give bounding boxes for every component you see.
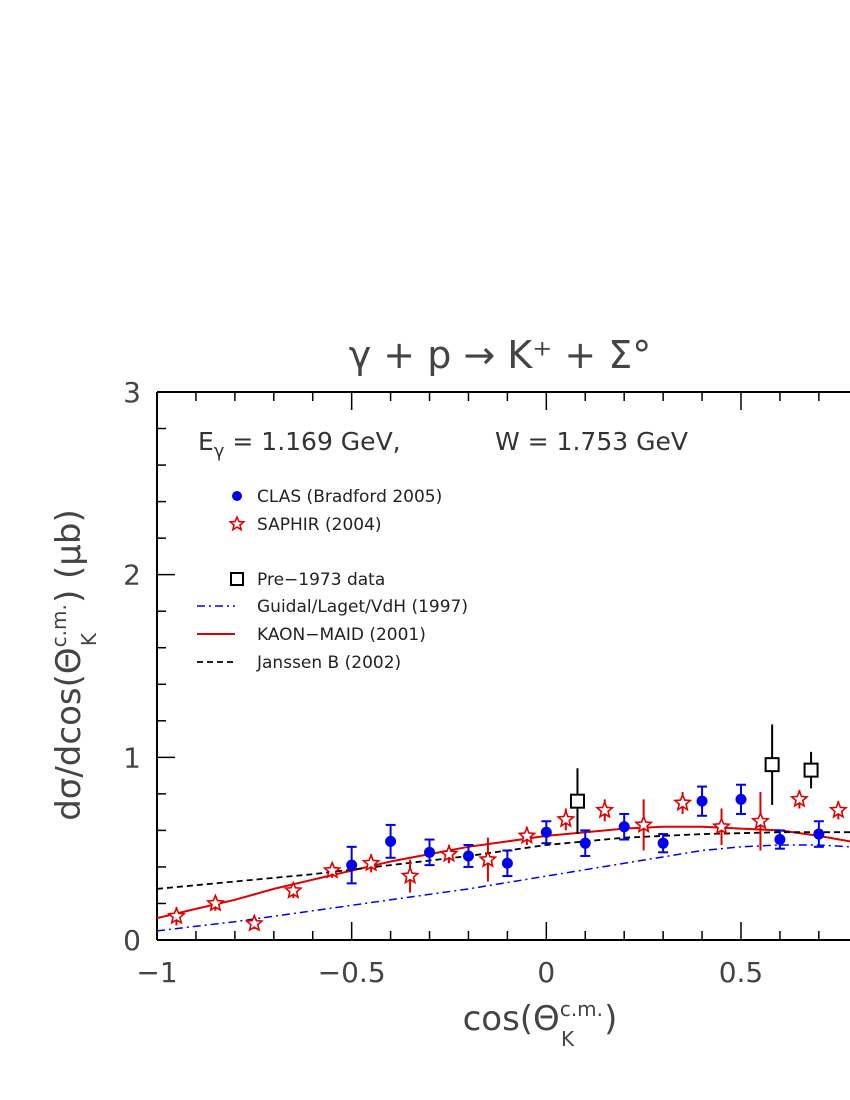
point-s1-2 xyxy=(244,913,264,932)
model-curves xyxy=(157,825,850,932)
x-tick-label: 0 xyxy=(537,956,555,989)
point-s0-1 xyxy=(385,835,397,847)
data-points xyxy=(166,724,848,932)
x-tick-label: −0.5 xyxy=(318,956,386,989)
annotation-e-value: = 1.169 GeV, xyxy=(224,427,400,456)
x-label-close: ) xyxy=(604,999,617,1039)
point-s0-8 xyxy=(657,837,669,849)
y-label-base: dσ/dcos(Θ xyxy=(49,647,89,820)
legend: CLAS (Bradford 2005) SAPHIR (2004) Pre−197… xyxy=(197,487,468,673)
point-s0-6 xyxy=(579,837,591,849)
point-s1-14 xyxy=(711,816,732,835)
annotation-e-symbol: E xyxy=(198,427,214,456)
curve-0 xyxy=(157,844,850,932)
point-s1-0 xyxy=(166,906,187,925)
x-label-base: cos(Θ xyxy=(463,999,560,1039)
point-s1-13 xyxy=(673,792,693,812)
point-s0-2 xyxy=(424,846,436,858)
y-label-close: ) (μb) xyxy=(49,509,89,603)
point-s1-7 xyxy=(439,843,459,863)
y-tick-label: 3 xyxy=(123,376,141,409)
y-label-sub: K xyxy=(77,632,101,646)
point-s1-3 xyxy=(283,880,303,899)
point-s0-5 xyxy=(540,826,552,838)
point-s1-16 xyxy=(789,789,809,808)
point-s0-0 xyxy=(346,859,358,871)
x-tick-label: −1 xyxy=(136,956,177,989)
point-s0-12 xyxy=(813,828,825,840)
legend-label-2: Pre−1973 data xyxy=(257,570,385,590)
point-s1-5 xyxy=(361,853,381,872)
x-label-sup: c.m. xyxy=(560,997,603,1021)
x-label-sub: K xyxy=(561,1027,575,1051)
point-s1-10 xyxy=(556,809,576,828)
legend-label-5: Janssen B (2002) xyxy=(256,653,401,673)
y-tick-label: 0 xyxy=(123,924,141,957)
x-tick-label: 0.5 xyxy=(719,956,764,989)
point-s2-1 xyxy=(764,757,780,773)
point-s0-10 xyxy=(735,793,747,805)
y-tick-label: 2 xyxy=(123,559,141,592)
point-s1-11 xyxy=(595,800,615,819)
point-s1-4 xyxy=(322,860,342,879)
kinematics-annotation: Eγ = 1.169 GeV, W = 1.753 GeV xyxy=(198,427,688,462)
legend-symbol-1 xyxy=(228,514,246,532)
legend-label-4: KAON−MAID (2001) xyxy=(257,625,426,645)
point-s1-12 xyxy=(634,814,654,834)
legend-marker-0 xyxy=(232,491,242,501)
point-s2-0 xyxy=(569,793,585,809)
point-s0-9 xyxy=(696,795,708,807)
legend-marker-2 xyxy=(230,572,244,586)
annotation-e-sub: γ xyxy=(214,441,225,462)
legend-label-3: Guidal/Laget/VdH (1997) xyxy=(257,597,468,617)
point-s1-8 xyxy=(478,849,498,868)
point-s2-2 xyxy=(803,762,819,778)
point-s0-3 xyxy=(462,850,474,862)
y-tick-label: 1 xyxy=(123,741,141,774)
plot-frame xyxy=(156,391,850,941)
point-s1-15 xyxy=(750,811,771,830)
legend-symbol-2 xyxy=(230,572,244,586)
point-s1-6 xyxy=(400,866,420,885)
axis-ticks: −1 −0.5 0 0.5 0 1 2 3 xyxy=(123,376,820,989)
legend-symbol-0 xyxy=(232,491,242,501)
annotation-w: W = 1.753 GeV xyxy=(495,427,688,456)
point-s1-17 xyxy=(828,800,848,819)
legend-marker-1 xyxy=(228,514,246,532)
chart-title: γ + p → K⁺ + Σ° xyxy=(349,333,652,377)
point-s0-4 xyxy=(501,857,513,869)
point-s0-7 xyxy=(618,821,630,833)
point-s1-9 xyxy=(517,825,537,845)
y-label-sup: c.m. xyxy=(47,604,71,647)
point-s1-1 xyxy=(205,893,225,912)
x-axis-label: cos(Θc.m. K) xyxy=(463,997,618,1051)
legend-label-0: CLAS (Bradford 2005) xyxy=(257,487,442,507)
y-axis-label: dσ/dcos(Θc.m. K ) (μb) xyxy=(47,509,101,821)
point-s0-11 xyxy=(774,834,786,846)
curve-1 xyxy=(157,825,850,920)
legend-label-1: SAPHIR (2004) xyxy=(257,515,382,535)
